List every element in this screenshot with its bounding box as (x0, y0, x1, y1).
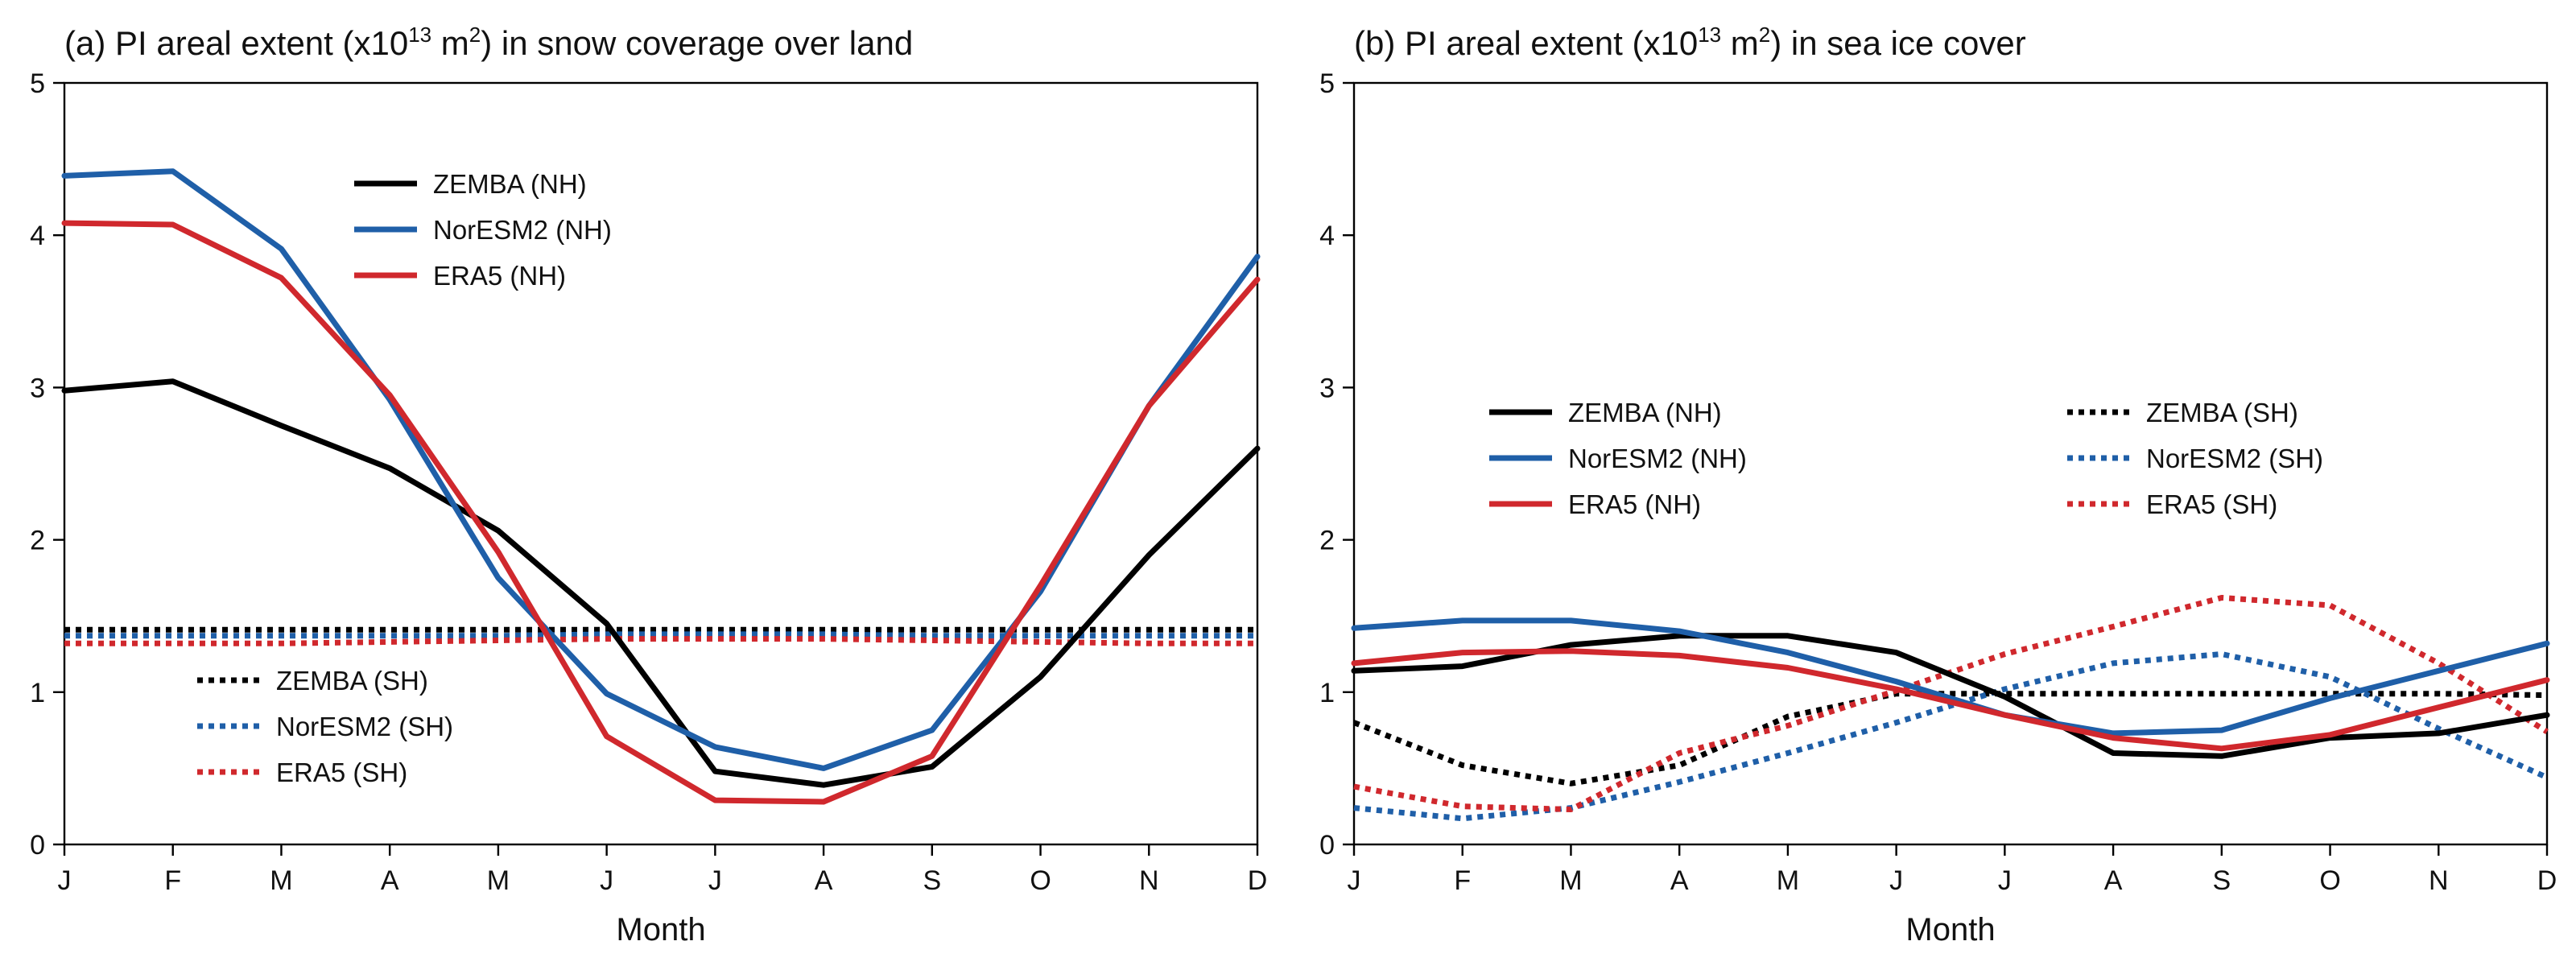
panel-a-ytick-label: 2 (30, 526, 45, 556)
panel-a-legend: ZEMBA (NH) NorESM2 (NH) ERA5 (NH) ZEMBA (SH… (197, 169, 612, 787)
panel-b-xtick-label: M (1559, 865, 1582, 896)
panel-b-xtick-label: M (1777, 865, 1799, 896)
panel-a-legend-label: ERA5 (NH) (433, 261, 566, 291)
panel-a-series-era5-nh (61, 220, 1261, 805)
panel-a-legend-label: ZEMBA (NH) (433, 169, 587, 199)
panel-b-series-noresm2-sh (1353, 651, 2549, 822)
panel-b-xtick-label: A (1670, 865, 1689, 896)
panel-b-ytick-label: 2 (1319, 526, 1335, 556)
panel-a-xtick-label: S (923, 865, 941, 896)
panel-b-xtick-label: N (2429, 865, 2449, 896)
panel-b-ytick-label: 5 (1319, 68, 1335, 99)
panel-b-ytick-label: 4 (1319, 221, 1335, 251)
panel-a-ytick-label: 1 (30, 678, 45, 708)
panel-b-xlabel: Month (1905, 912, 1995, 947)
panel-a-title: (a) PI areal extent (x1013 m2) in snow c… (64, 23, 913, 62)
panel-b-xtick-label: O (2319, 865, 2340, 896)
panel-a-xtick-label: A (381, 865, 399, 896)
panel-a-xtick-label: M (270, 865, 292, 896)
panel-b-sea-ice: (b) PI areal extent (x1013 m2) in sea ic… (1319, 23, 2557, 947)
panel-b-plot-frame (1352, 81, 2549, 846)
panel-b-legend-label: ERA5 (SH) (2146, 489, 2277, 519)
panel-b-xtick-label: A (2104, 865, 2123, 896)
panel-a-xtick-label: M (487, 865, 510, 896)
panel-a-series-zemba-nh (61, 378, 1261, 788)
panel-a-legend-label: NorESM2 (NH) (433, 215, 612, 245)
panel-a-xtick-label: N (1139, 865, 1159, 896)
panel-b-legend-label: ERA5 (NH) (1568, 489, 1701, 519)
panel-b-series (1351, 595, 2550, 822)
panel-a-ticks: J F M A M J J A S O N D 0 1 2 3 4 5 (30, 68, 1267, 896)
panel-b-legend-label: NorESM2 (NH) (1568, 444, 1747, 473)
panel-a-xtick-label: D (1248, 865, 1268, 896)
panel-a-ytick-label: 5 (30, 68, 45, 99)
panel-a-ytick-label: 4 (30, 221, 45, 251)
panel-b-xtick-label: F (1454, 865, 1471, 896)
panel-b-series-noresm2-nh (1351, 617, 2550, 737)
panel-b-title: (b) PI areal extent (x1013 m2) in sea ic… (1354, 23, 2026, 62)
panel-a-series-noresm2-sh (64, 631, 1257, 639)
panel-b-legend-label: ZEMBA (NH) (1568, 398, 1722, 427)
panel-b-ticks: J F M A M J J A S O N D 0 1 2 3 4 5 (1319, 68, 2557, 896)
panel-b-legend-label: ZEMBA (SH) (2146, 398, 2298, 427)
panel-b-ytick-label: 3 (1319, 373, 1335, 403)
panel-a-series-era5-sh (64, 636, 1257, 646)
panel-b-xtick-label: J (1998, 865, 2012, 896)
panel-a-legend-label: ZEMBA (SH) (276, 666, 428, 696)
panel-b-ytick-label: 1 (1319, 678, 1335, 708)
panel-a-xtick-label: O (1030, 865, 1051, 896)
panel-a-snow-coverage: (a) PI areal extent (x1013 m2) in snow c… (30, 23, 1267, 947)
panel-a-ytick-label: 0 (30, 830, 45, 861)
panel-a-xtick-label: J (58, 865, 72, 896)
panel-a-xtick-label: A (815, 865, 833, 896)
panel-a-xlabel: Month (616, 912, 705, 947)
panel-a-legend-label: NorESM2 (SH) (276, 712, 453, 741)
panel-b-ytick-label: 0 (1319, 830, 1335, 861)
panel-b-xtick-label: J (1889, 865, 1903, 896)
panel-a-xtick-label: J (708, 865, 722, 896)
panel-a-legend-label: ERA5 (SH) (276, 758, 407, 787)
panel-b-xtick-label: S (2212, 865, 2231, 896)
panel-a-ytick-label: 3 (30, 373, 45, 403)
panel-b-series-era5-nh (1351, 648, 2550, 752)
panel-b-xtick-label: D (2537, 865, 2557, 896)
panel-a-plot-frame (63, 81, 1259, 846)
panel-a-series (61, 168, 1261, 805)
panel-a-xtick-label: F (164, 865, 181, 896)
panel-b-xtick-label: J (1348, 865, 1361, 896)
panel-a-xtick-label: J (600, 865, 613, 896)
panel-b-legend-label: NorESM2 (SH) (2146, 444, 2323, 473)
panel-b-legend: ZEMBA (NH) NorESM2 (NH) ERA5 (NH) ZEMBA (SH… (1489, 398, 2323, 519)
